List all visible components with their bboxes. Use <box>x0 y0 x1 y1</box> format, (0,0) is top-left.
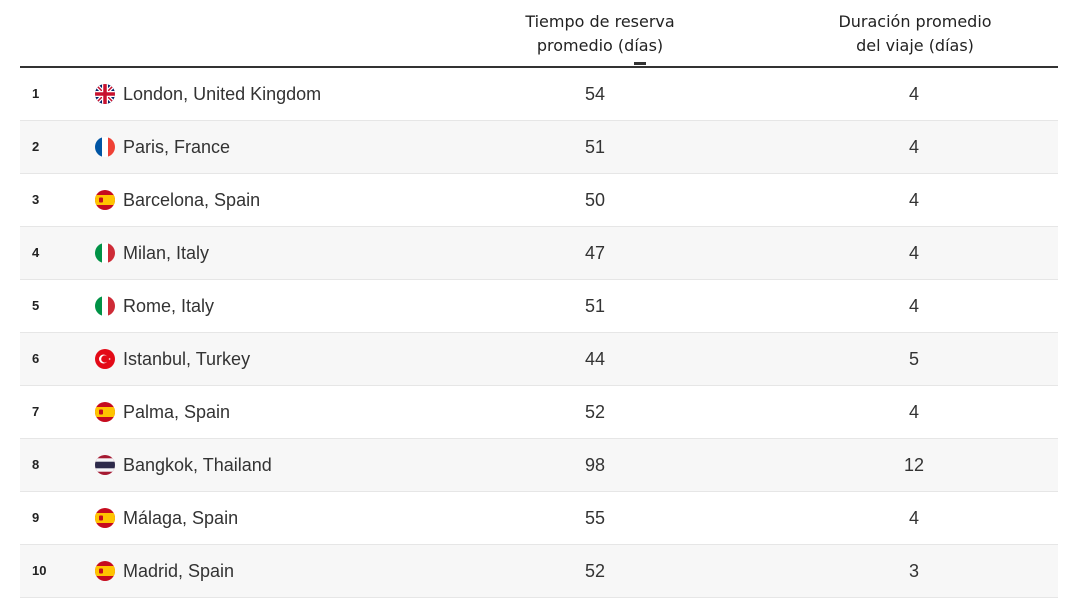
column-header-booking-line1: Tiempo de reserva <box>525 12 675 31</box>
destination-cell: Rome, Italy <box>123 296 215 316</box>
rank-cell: 5 <box>32 298 40 313</box>
table-row: 3 Barcelona, Spain 50 4 <box>20 174 1058 227</box>
table-row: 1 London, United Kingdom 54 4 <box>20 68 1058 121</box>
trip-duration-cell: 4 <box>908 508 919 528</box>
booking-time-cell: 50 <box>584 190 606 210</box>
column-header-booking-line2: promedio (días) <box>536 36 664 55</box>
table-row: 10 Madrid, Spain 52 3 <box>20 545 1058 598</box>
france-flag-icon <box>95 137 115 157</box>
rank-cell: 3 <box>32 192 40 207</box>
uk-flag-icon <box>95 84 115 104</box>
spain-flag-icon <box>95 508 115 528</box>
table-row: 4 Milan, Italy 47 4 <box>20 227 1058 280</box>
table-header: Tiempo de reserva promedio (días) Duraci… <box>20 0 1058 68</box>
booking-time-cell: 55 <box>584 508 606 528</box>
destination-cell: Madrid, Spain <box>123 561 235 581</box>
booking-time-cell: 51 <box>584 137 606 157</box>
rank-cell: 6 <box>32 351 40 366</box>
rank-cell: 10 <box>32 563 47 578</box>
rank-cell: 8 <box>32 457 40 472</box>
booking-time-cell: 44 <box>584 349 606 369</box>
booking-time-cell: 54 <box>584 84 606 104</box>
column-header-duration-line1: Duración promedio <box>838 12 992 31</box>
booking-time-cell: 98 <box>584 455 606 475</box>
spain-flag-icon <box>95 561 115 581</box>
trip-duration-cell: 4 <box>908 296 919 316</box>
table-row: 9 Málaga, Spain 55 4 <box>20 492 1058 545</box>
rank-cell: 9 <box>32 510 40 525</box>
booking-time-cell: 47 <box>584 243 606 263</box>
booking-time-cell: 52 <box>584 561 606 581</box>
trip-duration-cell: 4 <box>908 190 919 210</box>
sort-indicator-icon <box>634 62 646 65</box>
trip-duration-cell: 5 <box>908 349 919 369</box>
table-row: 2 Paris, France 51 4 <box>20 121 1058 174</box>
destination-cell: Barcelona, Spain <box>123 190 261 210</box>
destination-cell: London, United Kingdom <box>123 84 322 104</box>
italy-flag-icon <box>95 296 115 316</box>
destination-cell: Bangkok, Thailand <box>123 455 272 475</box>
italy-flag-icon <box>95 243 115 263</box>
destination-cell: Málaga, Spain <box>123 508 239 528</box>
spain-flag-icon <box>95 190 115 210</box>
booking-time-cell: 51 <box>584 296 606 316</box>
trip-duration-cell: 3 <box>908 561 919 581</box>
destination-cell: Paris, France <box>123 137 231 157</box>
rank-cell: 7 <box>32 404 40 419</box>
trip-duration-cell: 12 <box>903 455 925 475</box>
trip-duration-cell: 4 <box>908 84 919 104</box>
rank-cell: 4 <box>32 245 40 260</box>
table-body: 1 London, United Kingdom 54 4 2 Paris, France… <box>20 68 1058 598</box>
spain-flag-icon <box>95 402 115 422</box>
rank-cell: 2 <box>32 139 40 154</box>
rank-cell: 1 <box>32 86 40 101</box>
column-header-booking-time[interactable]: Tiempo de reserva promedio (días) <box>490 10 710 58</box>
table-row: 5 Rome, Italy 51 4 <box>20 280 1058 333</box>
table-row: 8 Bangkok, Thailand 98 12 <box>20 439 1058 492</box>
table-row: 7 Palma, Spain 52 4 <box>20 386 1058 439</box>
trip-duration-cell: 4 <box>908 137 919 157</box>
turkey-flag-icon <box>95 349 115 369</box>
destination-cell: Istanbul, Turkey <box>123 349 251 369</box>
column-header-trip-duration[interactable]: Duración promedio del viaje (días) <box>805 10 1025 58</box>
column-header-duration-line2: del viaje (días) <box>856 36 974 55</box>
booking-time-cell: 52 <box>584 402 606 422</box>
trip-duration-cell: 4 <box>908 402 919 422</box>
destination-cell: Palma, Spain <box>123 402 231 422</box>
trip-duration-cell: 4 <box>908 243 919 263</box>
thailand-flag-icon <box>95 455 115 475</box>
destination-cell: Milan, Italy <box>123 243 210 263</box>
table-row: 6 Istanbul, Turkey 44 5 <box>20 333 1058 386</box>
